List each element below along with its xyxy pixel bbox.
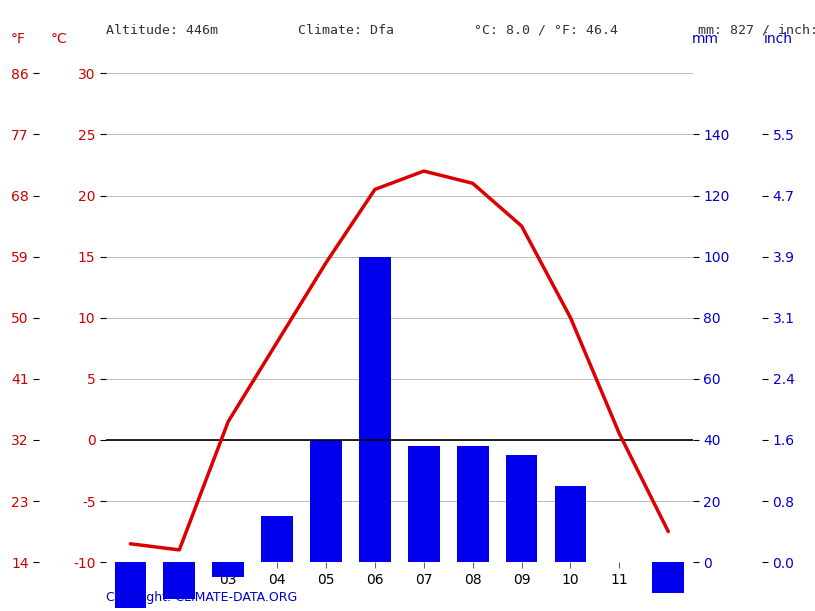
- Bar: [554, 486, 586, 562]
- Text: °C: °C: [51, 32, 67, 46]
- Bar: [408, 446, 440, 562]
- Text: Copyright: CLIMATE-DATA.ORG: Copyright: CLIMATE-DATA.ORG: [106, 591, 297, 604]
- Bar: [163, 562, 196, 599]
- Text: inch: inch: [764, 32, 793, 46]
- Bar: [114, 562, 147, 608]
- Bar: [359, 257, 391, 562]
- Bar: [505, 455, 538, 562]
- Bar: [212, 562, 244, 577]
- Text: Altitude: 446m          Climate: Dfa          °C: 8.0 / °F: 46.4          mm: 82: Altitude: 446m Climate: Dfa °C: 8.0 / °F…: [106, 23, 815, 36]
- Text: mm: mm: [691, 32, 719, 46]
- Bar: [310, 440, 342, 562]
- Text: °F: °F: [11, 32, 25, 46]
- Bar: [652, 562, 684, 593]
- Bar: [261, 516, 293, 562]
- Bar: [456, 446, 488, 562]
